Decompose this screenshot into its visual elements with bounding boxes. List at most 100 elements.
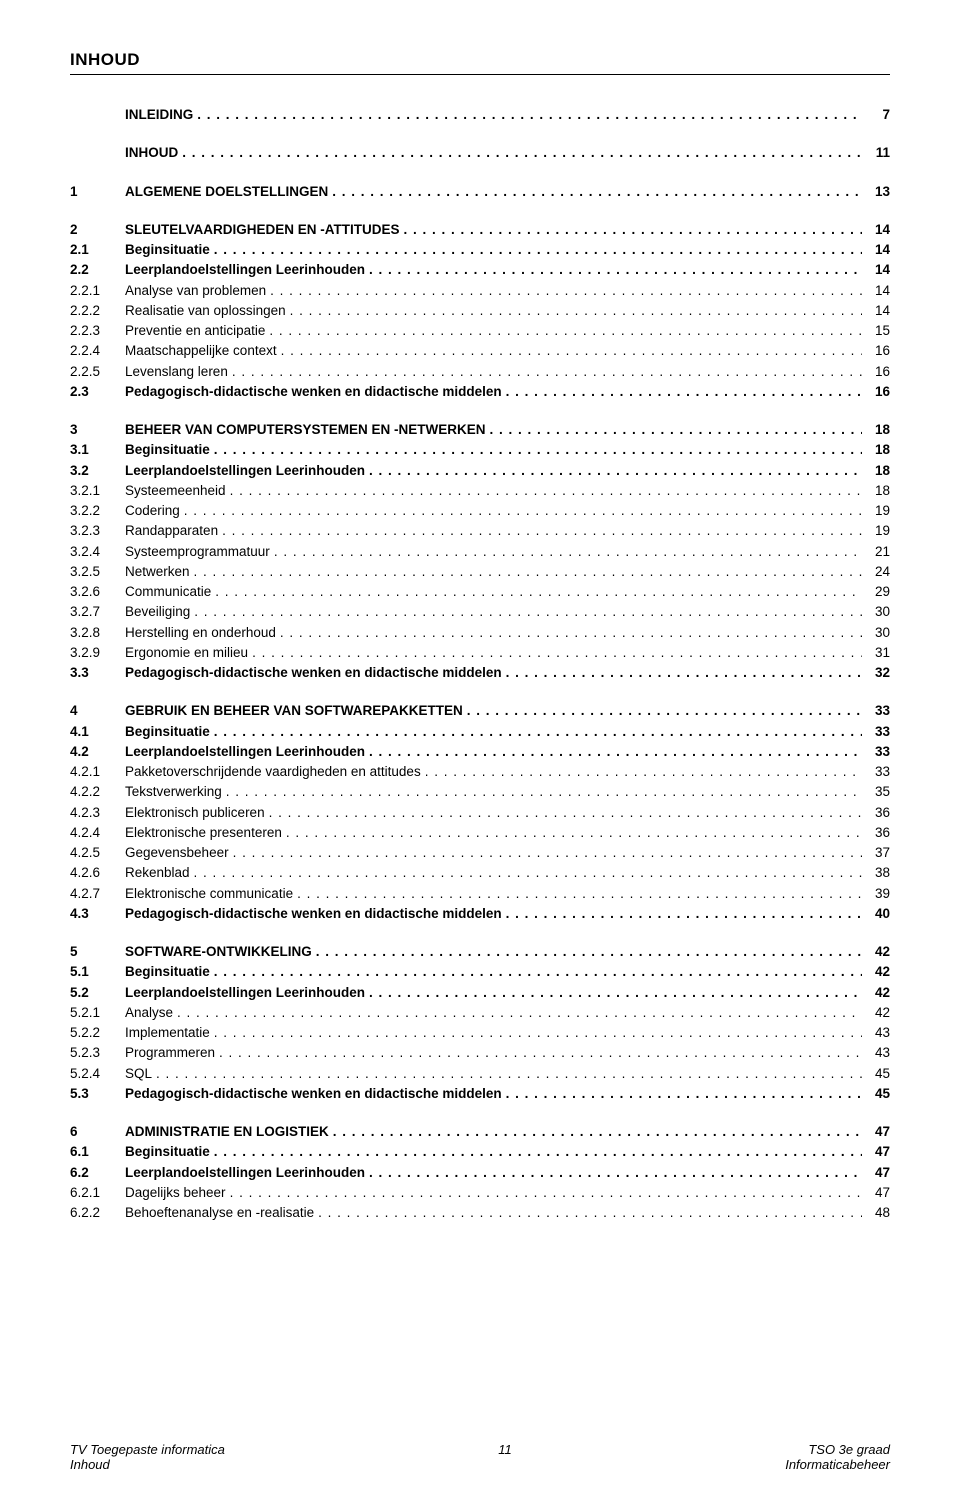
toc-leader — [318, 1203, 862, 1223]
toc-gap — [70, 202, 890, 220]
toc-label: Elektronische communicatie — [125, 884, 293, 904]
table-of-contents: INLEIDING7INHOUD111ALGEMENE DOELSTELLING… — [70, 105, 890, 1223]
document-page: INHOUD INLEIDING7INHOUD111ALGEMENE DOELS… — [0, 0, 960, 1512]
footer-page-number: 11 — [498, 1442, 512, 1457]
toc-number: 6.1 — [70, 1142, 125, 1162]
toc-page: 33 — [866, 762, 890, 782]
toc-label: Netwerken — [125, 562, 190, 582]
toc-leader — [214, 1142, 862, 1162]
toc-page: 36 — [866, 803, 890, 823]
toc-gap — [70, 924, 890, 942]
toc-number: 2.2.2 — [70, 301, 125, 321]
toc-page: 32 — [866, 663, 890, 683]
toc-number: 3.2.8 — [70, 623, 125, 643]
toc-number: 3.2.6 — [70, 582, 125, 602]
toc-leader — [369, 742, 862, 762]
toc-row: 3.3Pedagogisch-didactische wenken en did… — [70, 663, 890, 683]
toc-number: 5.2.2 — [70, 1023, 125, 1043]
toc-number: 4.2.6 — [70, 863, 125, 883]
toc-leader — [274, 542, 862, 562]
toc-number: 2.2.5 — [70, 362, 125, 382]
toc-number: 4 — [70, 701, 125, 721]
toc-label: Systeemeenheid — [125, 481, 226, 501]
toc-leader — [226, 782, 862, 802]
footer-right-line-2: Informaticabeheer — [785, 1457, 890, 1472]
toc-number: 3.2.7 — [70, 602, 125, 622]
toc-page: 16 — [866, 341, 890, 361]
toc-page: 35 — [866, 782, 890, 802]
toc-row: 2.2.4Maatschappelijke context 16 — [70, 341, 890, 361]
toc-number: 3.2.4 — [70, 542, 125, 562]
toc-number: 2.2.4 — [70, 341, 125, 361]
toc-row: 2.2.1Analyse van problemen14 — [70, 281, 890, 301]
toc-leader — [290, 301, 862, 321]
toc-page: 33 — [866, 701, 890, 721]
toc-page: 45 — [866, 1084, 890, 1104]
footer-left-line-1: TV Toegepaste informatica — [70, 1442, 225, 1457]
toc-label: Codering — [125, 501, 180, 521]
toc-label: SOFTWARE-ONTWIKKELING — [125, 942, 312, 962]
toc-page: 36 — [866, 823, 890, 843]
toc-number: 3.2.3 — [70, 521, 125, 541]
toc-label: INLEIDING — [125, 105, 193, 125]
toc-label: Systeemprogrammatuur — [125, 542, 270, 562]
toc-number: 2.2 — [70, 260, 125, 280]
toc-row: 2SLEUTELVAARDIGHEDEN EN -ATTITUDES14 — [70, 220, 890, 240]
toc-leader — [425, 762, 862, 782]
toc-page: 14 — [866, 240, 890, 260]
toc-leader — [281, 341, 862, 361]
toc-label: Randapparaten — [125, 521, 218, 541]
toc-label: Analyse van problemen — [125, 281, 266, 301]
toc-leader — [232, 362, 862, 382]
toc-row: 3.2.6Communicatie 29 — [70, 582, 890, 602]
toc-number: 3.2 — [70, 461, 125, 481]
toc-row: 3.2.1Systeemeenheid18 — [70, 481, 890, 501]
toc-page: 18 — [866, 481, 890, 501]
toc-gap — [70, 1104, 890, 1122]
footer-left-line-2: Inhoud — [70, 1457, 225, 1472]
toc-page: 29 — [866, 582, 890, 602]
toc-leader — [197, 105, 862, 125]
toc-label: Levenslang leren — [125, 362, 228, 382]
toc-number: 6.2.1 — [70, 1183, 125, 1203]
toc-row: 4.2Leerplandoelstellingen Leerinhouden33 — [70, 742, 890, 762]
toc-label: Leerplandoelstellingen Leerinhouden — [125, 1163, 365, 1183]
toc-gap — [70, 164, 890, 182]
toc-leader — [194, 562, 862, 582]
toc-leader — [490, 420, 862, 440]
toc-row: 3.2.2Codering19 — [70, 501, 890, 521]
toc-page: 31 — [866, 643, 890, 663]
toc-row: 5.2.2Implementatie43 — [70, 1023, 890, 1043]
toc-row: 3.2.5Netwerken24 — [70, 562, 890, 582]
toc-leader — [269, 803, 862, 823]
toc-label: Pakketoverschrijdende vaardigheden en at… — [125, 762, 421, 782]
toc-leader — [332, 182, 862, 202]
toc-page: 16 — [866, 382, 890, 402]
toc-label: Leerplandoelstellingen Leerinhouden — [125, 983, 365, 1003]
toc-label: Communicatie — [125, 582, 211, 602]
toc-label: Leerplandoelstellingen Leerinhouden — [125, 260, 365, 280]
toc-row: 4.2.7Elektronische communicatie39 — [70, 884, 890, 904]
toc-row: INHOUD11 — [70, 143, 890, 163]
toc-number: 4.2.3 — [70, 803, 125, 823]
toc-page: 47 — [866, 1142, 890, 1162]
toc-label: Beginsituatie — [125, 1142, 210, 1162]
toc-page: 14 — [866, 281, 890, 301]
toc-label: Realisatie van oplossingen — [125, 301, 286, 321]
toc-page: 15 — [866, 321, 890, 341]
toc-row: 4.2.1Pakketoverschrijdende vaardigheden … — [70, 762, 890, 782]
toc-number: 5.1 — [70, 962, 125, 982]
toc-row: 4.2.3Elektronisch publiceren36 — [70, 803, 890, 823]
toc-page: 47 — [866, 1183, 890, 1203]
toc-page: 47 — [866, 1122, 890, 1142]
toc-label: SLEUTELVAARDIGHEDEN EN -ATTITUDES — [125, 220, 400, 240]
page-title: INHOUD — [70, 50, 890, 75]
toc-gap — [70, 402, 890, 420]
toc-label: Herstelling en onderhoud — [125, 623, 276, 643]
toc-row: 6.2.1Dagelijks beheer47 — [70, 1183, 890, 1203]
toc-leader — [219, 1043, 862, 1063]
toc-label: Programmeren — [125, 1043, 215, 1063]
toc-label: Maatschappelijke context — [125, 341, 277, 361]
toc-leader — [404, 220, 862, 240]
toc-leader — [214, 240, 862, 260]
